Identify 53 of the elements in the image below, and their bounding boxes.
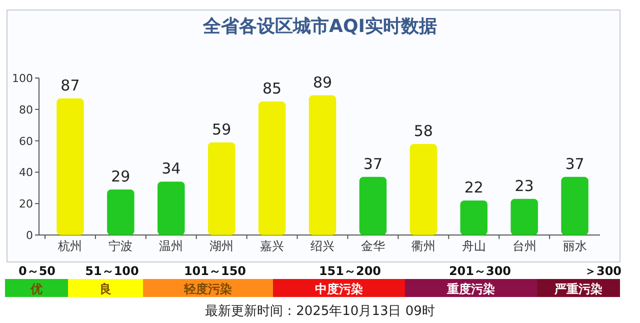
category-label: 良 (100, 282, 112, 296)
category-label: 中度污染 (315, 282, 363, 296)
x-tick-label: 金华 (360, 239, 385, 253)
text: 101～150 (184, 264, 246, 278)
x-tick-label: 嘉兴 (260, 239, 284, 253)
x-tick-label: 杭州 (57, 239, 82, 253)
data-label: 37 (363, 154, 382, 173)
text: 51～100 (85, 264, 139, 278)
x-tick-label: 舟山 (462, 239, 486, 253)
x-tick-label: 绍兴 (310, 239, 334, 253)
bar (158, 182, 185, 235)
y-tick-label: 100 (12, 72, 33, 85)
text: 0～50 (18, 264, 56, 278)
text: 151～200 (318, 264, 382, 278)
bar (308, 95, 336, 235)
category-label: 严重污染 (554, 282, 602, 296)
data-label: 85 (262, 80, 282, 98)
bar (561, 176, 588, 235)
x-tick-label: 衢州 (411, 239, 436, 253)
data-label: 22 (464, 178, 484, 196)
bar (460, 200, 488, 235)
data-label: 58 (414, 122, 433, 140)
x-tick-label: 宁波 (108, 239, 133, 253)
bar (410, 144, 438, 235)
category-label: 轻度污染 (183, 282, 232, 296)
bar (258, 102, 286, 235)
text: ＞300 (584, 264, 622, 278)
data-label: 29 (111, 167, 130, 186)
y-tick-label: 0 (26, 229, 33, 242)
bar (56, 98, 84, 235)
x-tick-label: 台州 (512, 239, 536, 253)
bar (208, 142, 236, 235)
data-label: 34 (162, 160, 181, 178)
y-tick-label: 80 (19, 103, 33, 116)
bar (510, 198, 538, 235)
data-label: 59 (212, 120, 232, 138)
data-label: 23 (514, 176, 534, 195)
data-label: 89 (312, 73, 332, 92)
x-tick-label: 丽水 (562, 239, 587, 253)
data-label: 37 (565, 154, 584, 173)
chart-title: 全省各设区城市AQI实时数据 (202, 16, 437, 37)
category-label: 优 (30, 282, 42, 296)
y-tick-label: 60 (19, 134, 33, 148)
y-tick-label: 40 (19, 166, 33, 180)
text: 最新更新时间：2025年10月13日 09时 (205, 304, 435, 319)
bar (359, 176, 387, 235)
text: 201～300 (448, 264, 512, 278)
x-tick-label: 湖州 (210, 239, 234, 253)
bar (107, 189, 134, 235)
x-tick-label: 温州 (159, 239, 184, 253)
category-label: 重度污染 (446, 282, 495, 296)
y-tick-label: 20 (19, 198, 33, 211)
data-label: 87 (60, 76, 80, 94)
